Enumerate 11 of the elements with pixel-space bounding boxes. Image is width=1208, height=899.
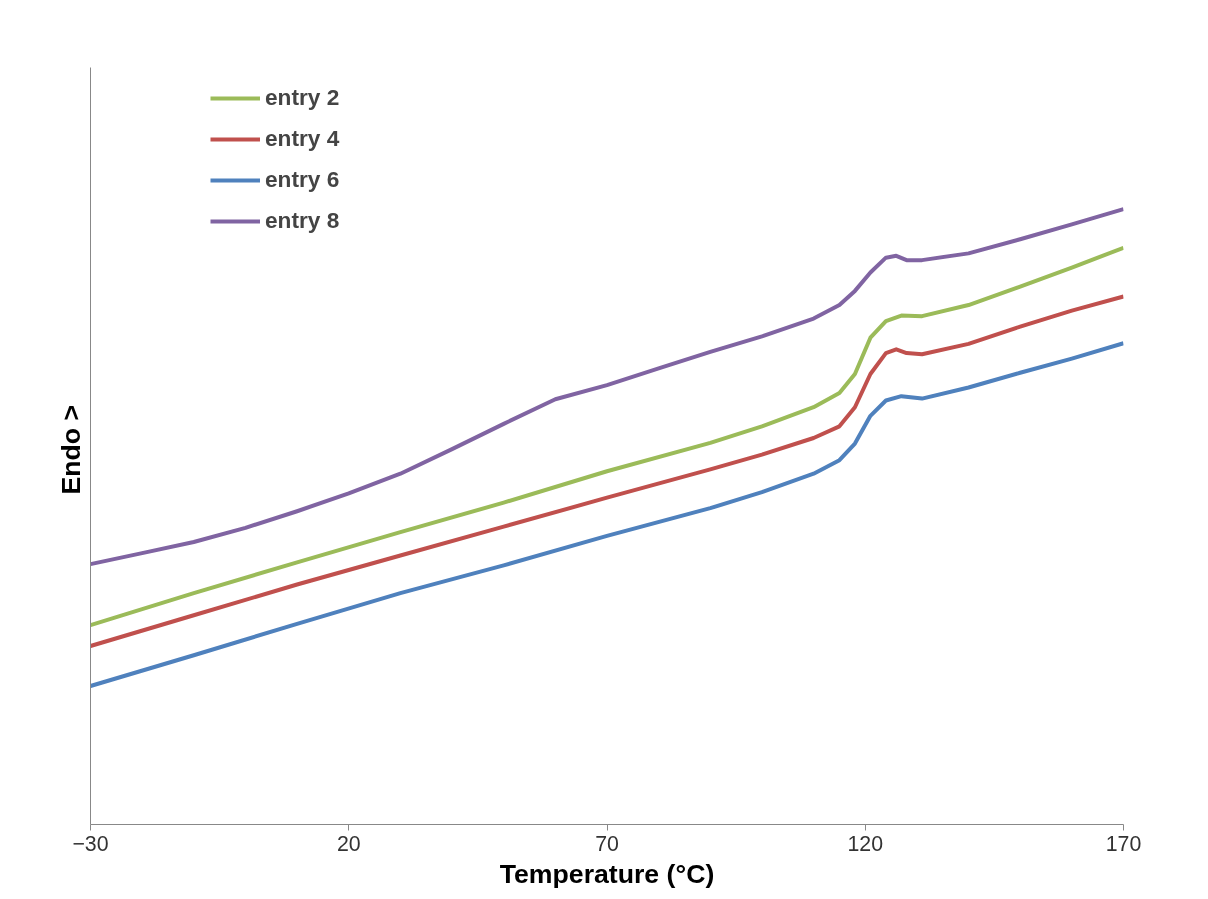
x-tick-label: 70 — [595, 831, 619, 856]
x-tick-label: 120 — [847, 831, 884, 856]
x-tick-label: −30 — [72, 831, 109, 856]
legend-label: entry 8 — [265, 207, 340, 234]
legend-label: entry 2 — [265, 84, 340, 111]
x-tick-label: 170 — [1105, 831, 1142, 856]
y-axis-title: Endo > — [55, 404, 86, 495]
x-tick-label: 20 — [336, 831, 361, 856]
legend-label: entry 4 — [265, 125, 340, 152]
legend-label: entry 6 — [265, 166, 340, 193]
x-axis-title: Temperature (°C) — [499, 858, 715, 889]
